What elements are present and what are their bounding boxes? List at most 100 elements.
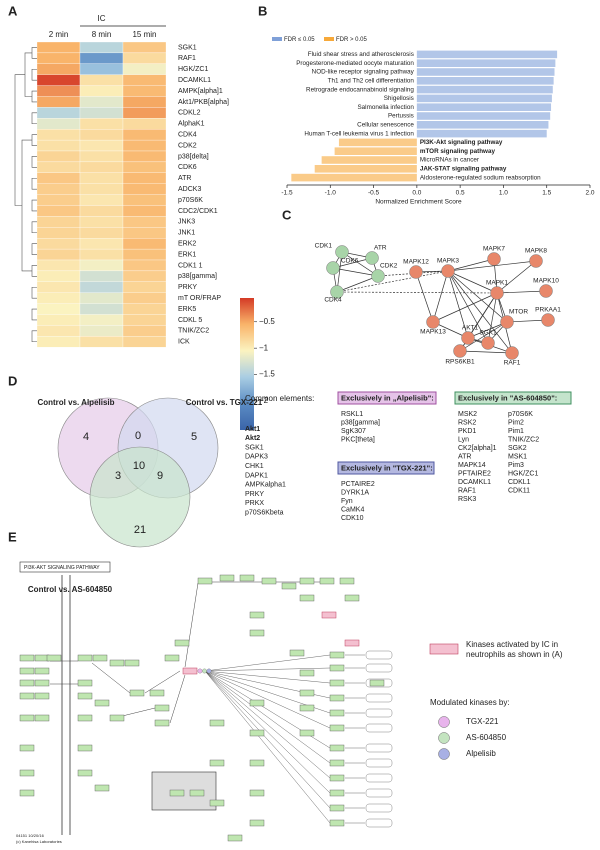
heatmap-cell <box>122 227 167 239</box>
row-label: CDK6 <box>178 164 197 171</box>
gene-box <box>319 577 335 585</box>
heatmap-cell <box>122 194 167 206</box>
heatmap-cell <box>36 336 81 348</box>
gene-box <box>149 689 165 697</box>
pathway-title-box <box>19 561 111 573</box>
network-edge <box>459 321 508 352</box>
gene-box <box>369 679 385 687</box>
category-label: mTOR signaling pathway <box>420 148 496 155</box>
exclusive-item: Lyn <box>458 436 469 443</box>
node-label: MAPK10 <box>533 278 559 285</box>
gene-box <box>129 689 145 697</box>
heatmap-cell <box>122 107 167 119</box>
exclusive-item: p70S6K <box>508 411 533 418</box>
heatmap-cell <box>122 259 167 272</box>
gene-box <box>169 789 185 797</box>
heatmap-cell <box>122 41 167 54</box>
row-label: JNK1 <box>178 230 195 237</box>
category-label: Salmonella infection <box>357 104 414 111</box>
heatmap-cell <box>36 150 81 163</box>
common-item: SGK1 <box>245 444 264 451</box>
exclusive-item: PKC[theta] <box>341 436 375 443</box>
heatmap-cell <box>36 129 81 141</box>
node-label: MAPK3 <box>437 258 459 265</box>
heatmap-cell <box>122 96 167 108</box>
category-label: Shigellosis <box>384 95 414 102</box>
row-label: mT OR/FRAP <box>178 295 221 302</box>
pathway-arrow <box>204 670 331 729</box>
legend-swatch <box>324 37 334 41</box>
x-axis-label: Normalized Enrichment Score <box>375 199 462 206</box>
exclusive-title: Exclusively in "TGX-221": <box>341 463 433 472</box>
exclusive-item: CK2[alpha]1 <box>458 445 497 452</box>
legend-text: Kinases activated by IC in <box>466 640 558 649</box>
gene-box <box>174 639 190 647</box>
exclusive-item: RSK2 <box>458 419 476 426</box>
node-label: ATR <box>374 245 387 252</box>
activated-gene-box <box>182 667 198 675</box>
heatmap-cell <box>36 139 81 152</box>
gene-box <box>329 759 345 767</box>
column-label: 15 min <box>132 30 156 39</box>
category-label: Th1 and Th2 cell differentiation <box>328 77 415 84</box>
gene-box <box>329 679 345 687</box>
pathway-arrow <box>204 667 331 672</box>
node-label: AKT1 <box>462 325 479 332</box>
exclusive-box <box>454 391 572 405</box>
gene-box <box>329 651 345 659</box>
network-edge <box>496 290 547 294</box>
gene-box <box>299 704 315 712</box>
pathway-arrow <box>91 662 131 694</box>
heatmap-cell <box>79 227 124 239</box>
bar <box>416 77 554 85</box>
row-label: RAF1 <box>178 55 196 62</box>
venn-set-name: Control vs. TGX-221 <box>186 398 263 407</box>
activated-gene-box <box>344 639 360 647</box>
gene-box <box>209 719 225 727</box>
gene-box <box>19 679 35 687</box>
colorbar-tick-label: −1.5 <box>259 370 275 379</box>
gene-box <box>34 714 50 722</box>
exclusive-item: RAF1 <box>458 487 476 494</box>
network-node <box>481 336 495 350</box>
heatmap-cell <box>79 172 124 184</box>
common-title: Common elements: <box>245 394 314 403</box>
network-node <box>461 331 475 345</box>
exclusive-item: RSK3 <box>458 496 476 503</box>
heatmap-cell <box>122 139 167 152</box>
pathway-arrow <box>204 670 331 824</box>
gene-box <box>189 789 205 797</box>
network-node <box>500 315 514 329</box>
heatmap-cell <box>122 118 167 130</box>
heatmap-cell <box>36 303 81 315</box>
gene-box <box>19 789 35 797</box>
category-label: Aldosterone-regulated sodium reabsorptio… <box>420 174 541 181</box>
venn-set <box>89 446 191 548</box>
pathway-outcome <box>365 663 393 673</box>
heatmap-cell <box>36 205 81 217</box>
pathway-outcome <box>365 788 393 798</box>
gene-box <box>46 654 62 662</box>
heatmap-cell <box>36 63 81 75</box>
gene-box <box>94 699 110 707</box>
category-label: Human T-cell leukemia virus 1 infection <box>304 130 414 137</box>
exclusive-item: MSK1 <box>508 453 527 460</box>
footer: (c) Kanehisa Laboratories <box>16 839 62 844</box>
common-item: Akt1 <box>245 426 260 433</box>
heatmap-cell <box>79 183 124 195</box>
network-edge <box>447 270 513 354</box>
pathway-arrow <box>204 670 331 684</box>
heatmap-cell <box>36 161 81 173</box>
category-label: MicroRNAs in cancer <box>420 157 479 164</box>
gene-box <box>329 744 345 752</box>
bar <box>416 112 551 120</box>
bar <box>416 50 558 59</box>
modulator-dot <box>206 668 212 674</box>
heatmap-cell <box>122 270 167 282</box>
heatmap-cell <box>122 281 167 293</box>
exclusive-item: SgK307 <box>341 428 366 435</box>
pathway-outcome <box>365 708 393 718</box>
network-edge <box>487 292 498 344</box>
network-node <box>541 313 555 327</box>
pathway-arrow <box>169 674 186 724</box>
